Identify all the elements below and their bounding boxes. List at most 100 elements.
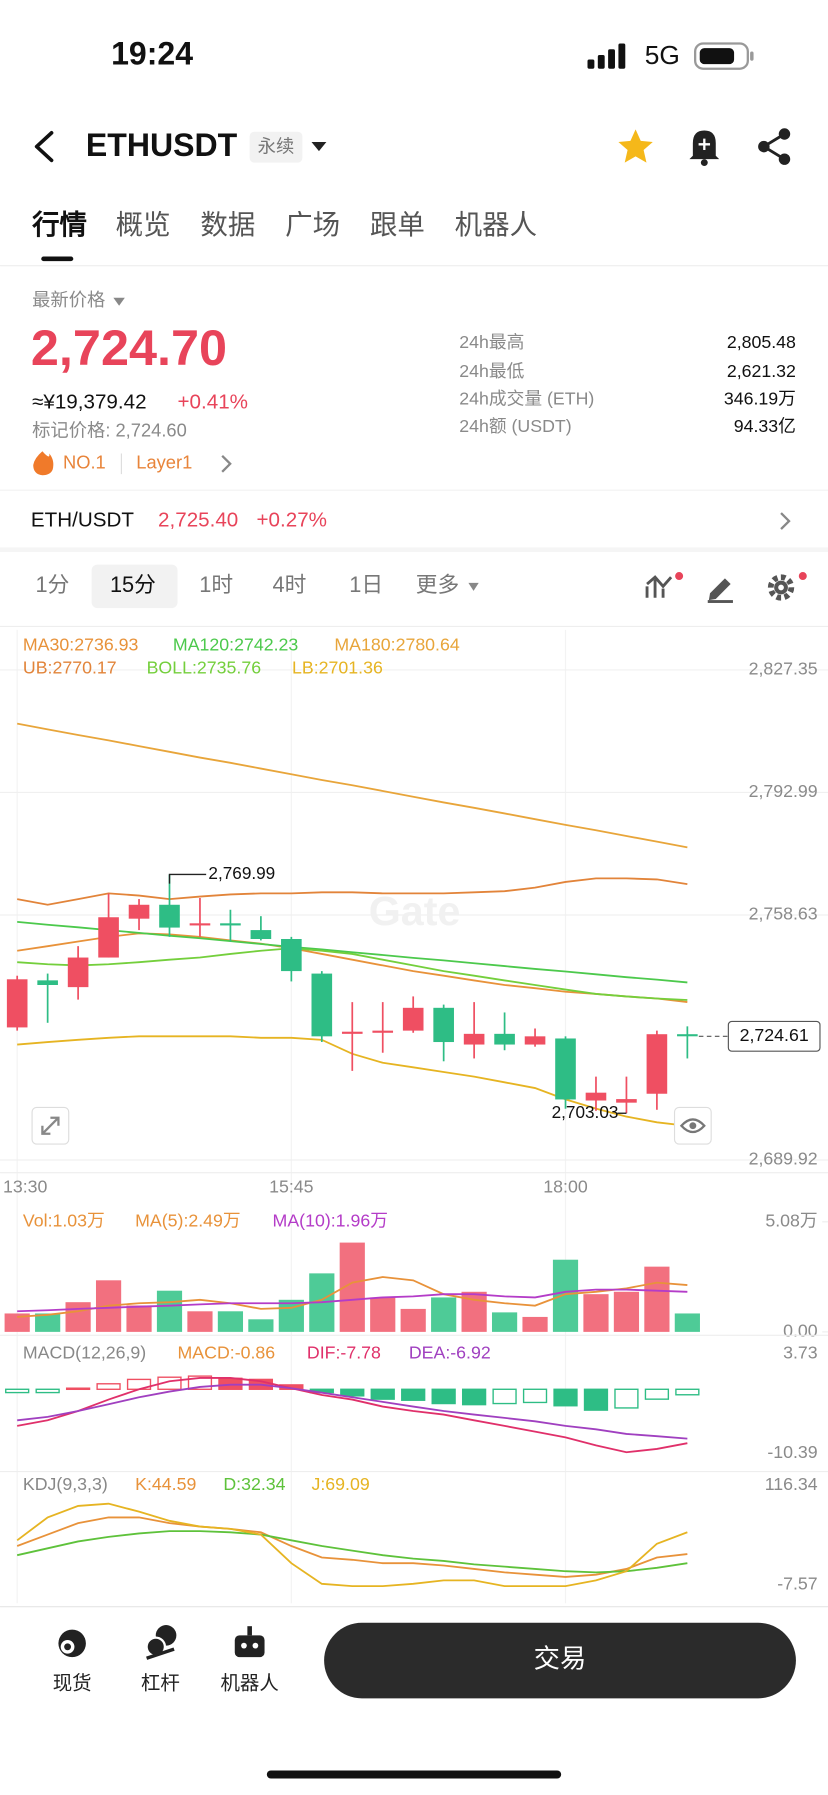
trade-button[interactable]: [324, 1622, 796, 1699]
sector[interactable]: Layer1: [136, 452, 192, 473]
interval[interactable]: 1日: [349, 572, 383, 597]
legend-label: MACD:-0.86: [178, 1342, 276, 1362]
interval[interactable]: 1分: [36, 572, 70, 597]
status-network: 5G: [645, 40, 680, 70]
stat-value: 94.33亿: [734, 416, 796, 436]
sector-chevron[interactable]: [221, 454, 232, 473]
divider: [0, 547, 828, 552]
share-icon[interactable]: [758, 128, 791, 165]
high-label: 2,769.99: [208, 863, 275, 883]
candle-body: [524, 1036, 546, 1045]
macd-bar: [35, 1388, 60, 1394]
nav-label[interactable]: 杠杆: [141, 1673, 180, 1695]
tab[interactable]: 数据: [200, 209, 255, 240]
tab[interactable]: 跟单: [370, 209, 425, 240]
symbol[interactable]: ETHUSDT: [86, 127, 238, 163]
macd-bar: [583, 1388, 609, 1411]
candle-body: [555, 1038, 576, 1100]
legend-label: DIF:-7.78: [307, 1342, 381, 1362]
y-tick-label: 2,689.92: [749, 1149, 818, 1169]
volume-bar: [400, 1308, 426, 1332]
range-label: -7.57: [777, 1574, 817, 1594]
tab[interactable]: 概览: [116, 209, 171, 240]
x-tick-label: 13:30: [3, 1176, 48, 1196]
spot-icon[interactable]: [58, 1629, 86, 1658]
interval[interactable]: 4时: [273, 572, 307, 597]
legend-label: DEA:-6.92: [409, 1342, 491, 1362]
candle-body: [250, 930, 272, 939]
candle-body: [37, 980, 58, 985]
alert-bell[interactable]: [689, 130, 720, 167]
candle-body: [585, 1092, 607, 1101]
tab[interactable]: 机器人: [455, 209, 537, 240]
volume-bar: [370, 1297, 396, 1332]
legend-label: KDJ(9,3,3): [23, 1474, 108, 1494]
indicator-line: [16, 1530, 688, 1574]
draw-icon[interactable]: [707, 578, 733, 603]
more-dropdown[interactable]: [468, 582, 479, 591]
legend-label: LB:2701.36: [292, 657, 383, 677]
nav-label[interactable]: 现货: [53, 1673, 92, 1695]
price-dropdown[interactable]: [113, 297, 125, 306]
indicator-line: [17, 920, 688, 984]
fullscreen-button[interactable]: [31, 1106, 70, 1145]
margin-icon[interactable]: [145, 1625, 177, 1660]
battery-icon: [694, 42, 754, 70]
price-tag: [727, 1020, 821, 1052]
candle-body: [220, 923, 241, 926]
interval[interactable]: 更多: [416, 572, 460, 597]
candle-body: [159, 904, 180, 928]
macd-bar: [370, 1388, 395, 1400]
y-tick-label: 5.08万: [765, 1210, 817, 1230]
visibility-button[interactable]: [673, 1106, 712, 1145]
legend-label: MA(10):1.96万: [273, 1211, 388, 1231]
last-price-label: 2,724.61: [740, 1025, 809, 1045]
bot-icon[interactable]: [234, 1626, 265, 1658]
favorite-star[interactable]: [618, 129, 653, 163]
legend-label: K:44.59: [135, 1474, 196, 1494]
macd-bar: [522, 1388, 548, 1404]
interval[interactable]: 1时: [199, 572, 233, 597]
range-label: -10.39: [767, 1442, 817, 1462]
macd-bar: [96, 1383, 121, 1390]
tab[interactable]: 广场: [285, 209, 340, 240]
volume-bar: [126, 1305, 152, 1332]
macd-bar: [340, 1388, 365, 1397]
back-button[interactable]: [34, 131, 54, 163]
macd-bar: [401, 1388, 426, 1401]
macd-bar: [65, 1387, 91, 1391]
spot-pair[interactable]: ETH/USDT: [31, 509, 134, 532]
y-tick-label: 2,827.35: [749, 659, 818, 679]
spot-change: +0.27%: [257, 509, 327, 532]
candle-body: [311, 973, 333, 1037]
indicator-line: [17, 877, 688, 906]
spot-price: 2,725.40: [158, 509, 238, 532]
home-indicator: [266, 1770, 562, 1779]
settings-icon[interactable]: [767, 572, 807, 601]
status-time: 19:24: [111, 36, 193, 72]
y-tick-label: 2,758.63: [749, 904, 818, 924]
volume-bar: [4, 1313, 30, 1332]
candle-body: [372, 1030, 394, 1033]
tab[interactable]: 行情: [31, 209, 87, 240]
indicator-line: [17, 947, 688, 1001]
indicator-icon[interactable]: [645, 572, 684, 598]
trade-button-label[interactable]: 交易: [534, 1644, 587, 1674]
nav-label[interactable]: 机器人: [220, 1673, 278, 1695]
rank[interactable]: NO.1: [63, 452, 106, 473]
legend-label: MA30:2736.93: [23, 635, 139, 655]
symbol-dropdown[interactable]: [311, 142, 327, 152]
legend-label: MA(5):2.49万: [135, 1211, 241, 1231]
volume-bar: [431, 1297, 457, 1332]
macd-bar: [461, 1388, 487, 1406]
indicator-line: [16, 1502, 688, 1588]
indicator-line: [17, 1376, 688, 1454]
indicator-line: [17, 1276, 688, 1318]
interval[interactable]: 15分: [110, 572, 156, 597]
indicator-line: [17, 1383, 688, 1440]
volume-bar: [491, 1312, 518, 1332]
spot-chevron[interactable]: [780, 512, 791, 530]
last-price: 2,724.70: [31, 319, 227, 376]
candle-body: [463, 1033, 485, 1045]
